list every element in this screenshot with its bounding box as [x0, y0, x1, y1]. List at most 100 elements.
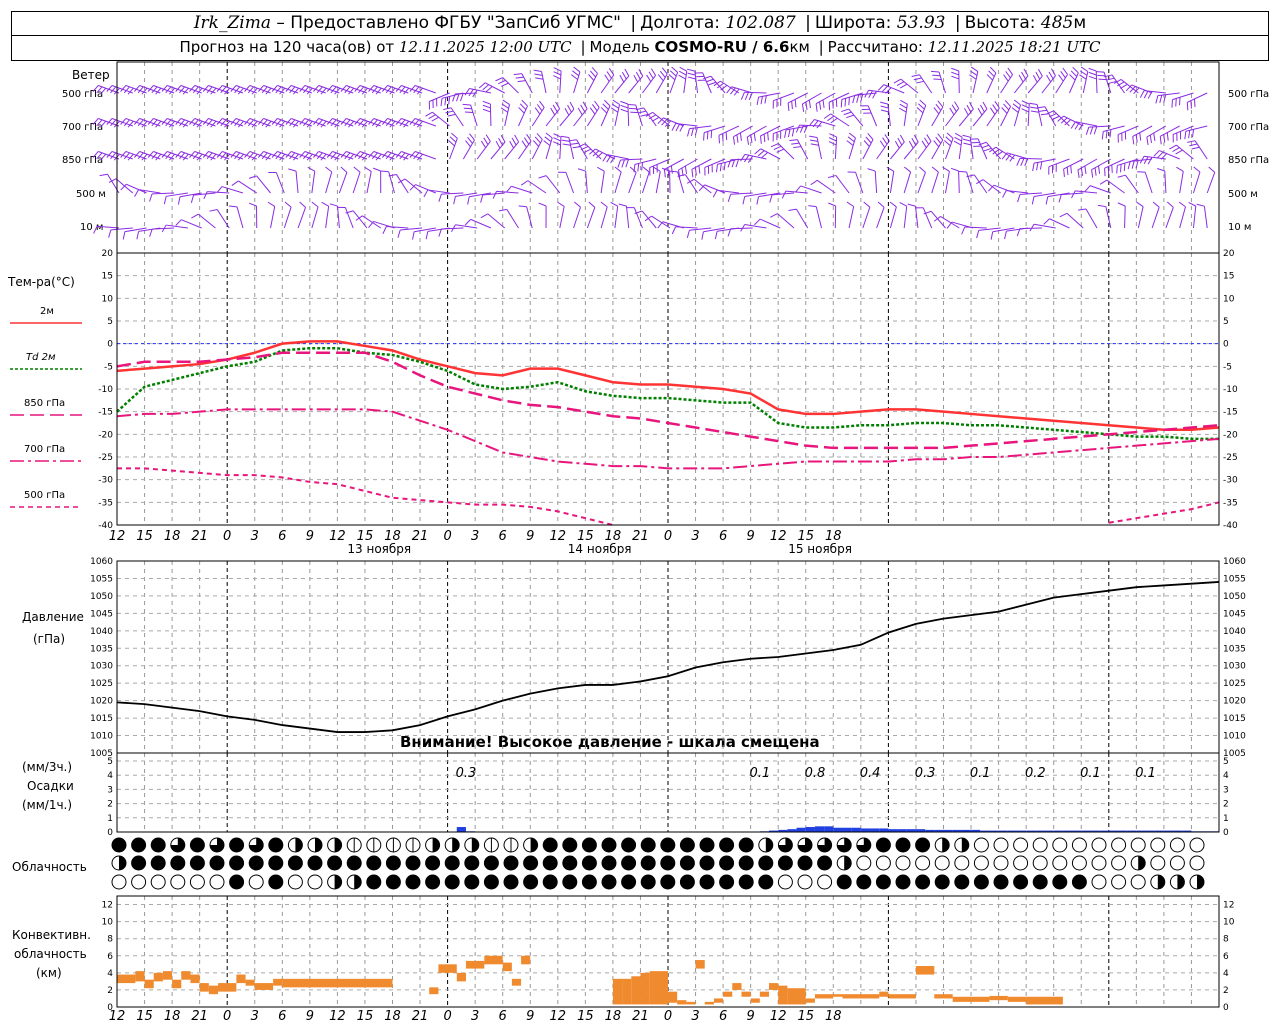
wind-barb-feather [951, 75, 960, 80]
wind-barb-feather [823, 113, 831, 119]
cloud-symbol-fill [719, 856, 734, 870]
wind-barb-feather [120, 85, 127, 92]
wind-barb-feather [483, 137, 489, 145]
cloud-symbol-fill [680, 875, 695, 889]
wind-barb-feather [1106, 77, 1115, 81]
wind-barb-feather [361, 120, 368, 128]
wind-barb-feather [1153, 150, 1160, 157]
wind-barb-feather [926, 134, 932, 142]
wind-barb-feather [358, 119, 365, 127]
wind-barb [614, 171, 622, 194]
cloud-symbol-fill [758, 875, 773, 889]
cloud-symbol-fill [523, 856, 538, 870]
wind-barb-feather [1066, 167, 1069, 176]
wind-barb-feather [234, 152, 241, 160]
cloud-symbol-fill [1138, 856, 1146, 871]
wind-barb [97, 225, 120, 229]
wind-barb-feather [1030, 110, 1039, 113]
wind-barb [841, 92, 863, 100]
wind-barb-feather [1070, 121, 1076, 129]
wind-barb-feather [371, 86, 378, 94]
wind-barb-feather [750, 134, 753, 143]
wind-barb [835, 175, 850, 194]
cloud-symbol-fill [131, 838, 146, 852]
wind-barb [689, 227, 712, 231]
wind-barb-feather [399, 86, 406, 94]
wind-barb-feather [168, 87, 176, 95]
conv-cloud-bar [915, 966, 935, 975]
cloud-symbol [1150, 855, 1166, 871]
wind-panel-title: Ветер [72, 68, 110, 82]
cloud-symbol-fill [308, 856, 322, 870]
wind-barb-feather [828, 174, 836, 179]
wind-barb-feather [634, 210, 643, 215]
wind-barb-feather [621, 159, 625, 168]
cloud-symbol-fill [112, 838, 126, 852]
wind-barb [773, 125, 795, 135]
wind-barb-feather [1135, 134, 1138, 143]
wind-barb-feather [344, 86, 351, 94]
wind-barb-feather [1157, 151, 1164, 159]
cloud-symbol-fill [543, 875, 558, 889]
wind-barb-feather [746, 136, 750, 145]
precip-ytick-left: 5 [107, 757, 113, 767]
wind-barb [1206, 172, 1216, 194]
wind-barb [1047, 192, 1070, 198]
wind-barb-feather [513, 73, 522, 76]
wind-barb [198, 213, 216, 229]
wind-barb-feather [108, 229, 112, 238]
wind-barb-feather [539, 100, 545, 108]
time-tick-label-bottom: 15 [797, 1009, 814, 1024]
wind-barb [521, 73, 533, 94]
wind-barb-feather [122, 231, 126, 240]
time-tick-label-bottom: 18 [164, 1009, 181, 1024]
wind-barb [628, 172, 637, 194]
wind-barb-feather [567, 104, 572, 113]
time-tick-label: 0 [664, 529, 672, 544]
wind-barb-feather [562, 143, 571, 146]
wind-barb [703, 125, 726, 134]
conv-ytick-right: 10 [1223, 918, 1235, 928]
wind-barb-feather [686, 178, 695, 184]
wind-barb-feather [538, 175, 547, 179]
wind-barb-feather [1178, 201, 1186, 208]
wind-barb-feather [440, 98, 443, 107]
wind-barb [1192, 206, 1197, 229]
cloud-symbol-fill [464, 875, 479, 889]
cloud-symbol [189, 874, 205, 890]
cloud-symbol-fill [915, 875, 930, 889]
wind-barb-feather [767, 132, 769, 141]
wind-barb [1165, 207, 1174, 229]
wind-barb-feather [110, 119, 117, 127]
wind-barb [386, 225, 409, 229]
precip-bar [1108, 830, 1118, 832]
wind-barb-feather [388, 173, 397, 177]
wind-barb-feather [1005, 71, 1011, 79]
wind-barb-feather [344, 119, 351, 127]
wind-barb-feather [1078, 122, 1084, 131]
wind-level-700hpa-right: 700 гПа [1228, 122, 1270, 133]
wind-barb-feather [809, 135, 818, 138]
wind-barb-feather [1023, 68, 1029, 76]
wind-barb [482, 192, 505, 196]
wind-barb-feather [843, 111, 852, 116]
wind-barb-feather [289, 119, 296, 127]
cloud-symbol [973, 837, 989, 853]
wind-barb [586, 107, 600, 127]
wind-barb [889, 206, 897, 229]
wind-barb-feather [882, 137, 888, 145]
wind-barb [689, 125, 712, 130]
wind-barb-feather [714, 231, 718, 240]
wind-barb-feather [354, 151, 361, 158]
wind-barb [874, 171, 878, 194]
wind-barb-feather [1080, 66, 1089, 72]
wind-barb-feather [620, 108, 629, 113]
cloud-symbol-fill [543, 856, 558, 870]
wind-barb-feather [247, 119, 254, 127]
precip-ytick-right: 4 [1223, 771, 1229, 781]
wind-barb-feather [536, 133, 543, 140]
conv-cloud-bar [631, 976, 641, 1005]
wind-barb [1085, 208, 1098, 229]
wind-barb-feather [880, 109, 889, 113]
wind-barb-feather [671, 226, 677, 235]
